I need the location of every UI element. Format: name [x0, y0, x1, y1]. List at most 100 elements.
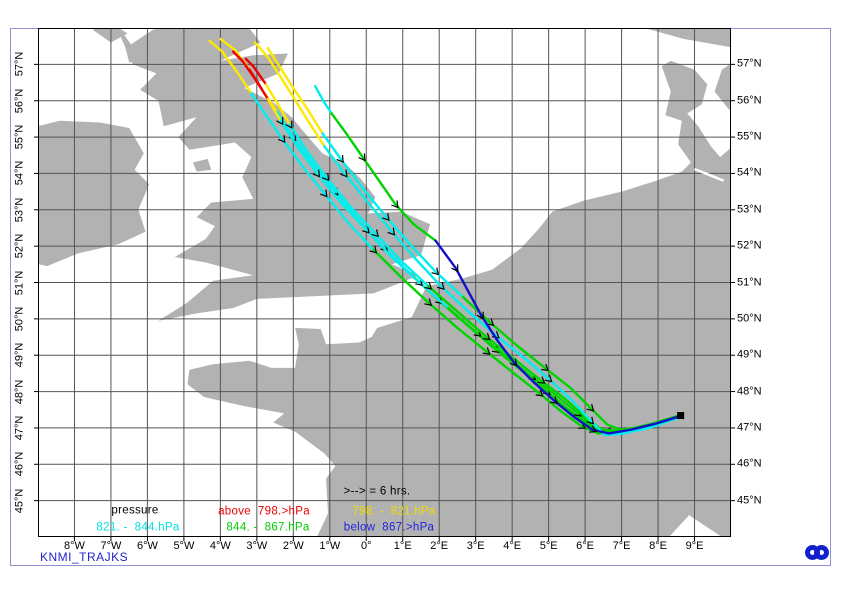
trajectory-segment [324, 175, 352, 208]
six-hour-arrow [586, 403, 595, 412]
trajectory-segment [295, 144, 319, 175]
six-hour-arrow [550, 396, 558, 405]
lat-label-left: 52°N [13, 233, 26, 259]
trajectory-segment [456, 310, 488, 339]
six-hour-arrow [382, 213, 390, 221]
trajectory-segment [292, 86, 310, 112]
trajectory-segment [301, 164, 326, 195]
lon-label: 2°W [282, 540, 304, 552]
map-canvas [34, 28, 735, 541]
lat-label-left: 51°N [13, 270, 26, 295]
trajectory-segment [279, 75, 295, 99]
six-hour-arrow [486, 318, 495, 326]
lon-label: 8°E [649, 540, 667, 552]
trajectory-segment [485, 350, 516, 375]
trajectory-segment [399, 259, 430, 288]
legend-item: below 867.>hPa [343, 521, 435, 534]
trajectory-segment [605, 423, 621, 431]
trajectory-segment [385, 215, 412, 246]
trajectory-segment [264, 83, 279, 104]
six-hour-arrow [431, 267, 440, 276]
trajectory-segment [235, 70, 253, 95]
traj-6 [266, 46, 682, 431]
trajectory-segment [266, 97, 282, 122]
legend-item: above 798.>hPa [218, 505, 310, 518]
legend-item: >--> = 6 hrs. [343, 485, 411, 498]
trajectory-segment [512, 357, 543, 382]
trajectory-segment [264, 114, 284, 141]
lon-label: 5°E [539, 540, 558, 552]
trajectory-segment [292, 135, 315, 166]
lat-label-left: 49°N [13, 342, 26, 368]
trajectory-segment [339, 201, 368, 231]
trajectory-segment [447, 306, 479, 335]
trajectory-segment [304, 148, 328, 179]
lat-label-right: 56°N [737, 94, 762, 107]
lat-label-left: 46°N [13, 451, 26, 477]
trajectory-segment [361, 186, 388, 219]
plot-border [38, 28, 731, 537]
trajectory-segment [456, 326, 488, 353]
landmass-hebrides-north [92, 28, 128, 43]
lon-label: 7°W [100, 540, 122, 552]
trajectory-segment [512, 372, 541, 395]
trajectory-segment [390, 230, 417, 261]
trajectory-segment [521, 355, 550, 381]
lat-label-left: 54°N [13, 161, 26, 186]
six-hour-arrow [369, 245, 378, 254]
trajectory-segment [253, 41, 269, 59]
trajectory-segment [622, 426, 651, 435]
six-hour-arrow [387, 227, 396, 236]
trajectory-segment [279, 66, 295, 90]
landmass-ireland [38, 120, 150, 267]
six-hour-arrow [371, 229, 379, 238]
legend-item: 844. - 867.hPa [226, 521, 310, 534]
lat-label-right: 48°N [737, 385, 762, 398]
lat-label-right: 50°N [737, 312, 762, 325]
lat-label-right: 46°N [737, 457, 762, 470]
trajectory-segment [572, 415, 594, 431]
six-hour-arrow [340, 169, 348, 178]
lat-label-left: 45°N [13, 488, 26, 513]
trajectory-segment [461, 295, 492, 324]
lat-label-right: 45°N [737, 494, 762, 507]
lat-label-right: 47°N [737, 421, 762, 434]
trajectory-segment [315, 172, 342, 204]
trajectory-segment [281, 137, 304, 168]
landmass-norway [644, 28, 731, 48]
trajectory-segment [330, 112, 348, 135]
trajectory-segment [323, 192, 350, 224]
six-hour-arrow [537, 376, 546, 384]
trajectory-segment [489, 321, 519, 348]
lon-label: 9°E [685, 540, 704, 552]
trajectory-segment [547, 377, 574, 402]
trajectory-segment [339, 157, 364, 190]
trajectory-segment [554, 394, 580, 415]
six-hour-arrow [285, 120, 293, 129]
trajectory-segment [266, 46, 282, 70]
trajectory-segment [494, 334, 525, 359]
ecmwf-logo [805, 545, 829, 560]
six-hour-arrow [424, 298, 433, 306]
trajectory-segment [532, 381, 556, 402]
lat-label-left: 50°N [13, 306, 26, 332]
trajectory-segment [231, 50, 244, 62]
six-hour-arrow [358, 153, 366, 162]
legend-item: 821. - 844.hPa [96, 521, 180, 534]
trajectory-segment [427, 284, 459, 313]
schlei-cut [694, 167, 725, 182]
trajectory-segment [266, 55, 282, 79]
lon-label: 3°E [466, 540, 485, 552]
lat-label-left: 55°N [13, 124, 26, 150]
trajectory-segment [348, 204, 377, 235]
trajectory-segment [377, 179, 397, 206]
six-hour-arrow [586, 416, 595, 425]
trajectory-segment [219, 37, 237, 52]
trajectory-segment [563, 397, 587, 419]
six-hour-arrow [312, 169, 321, 178]
six-hour-arrow [336, 155, 344, 164]
trajectory-segment [417, 281, 450, 310]
trajectory-segment [399, 275, 430, 304]
trajectory-segment [374, 232, 403, 262]
